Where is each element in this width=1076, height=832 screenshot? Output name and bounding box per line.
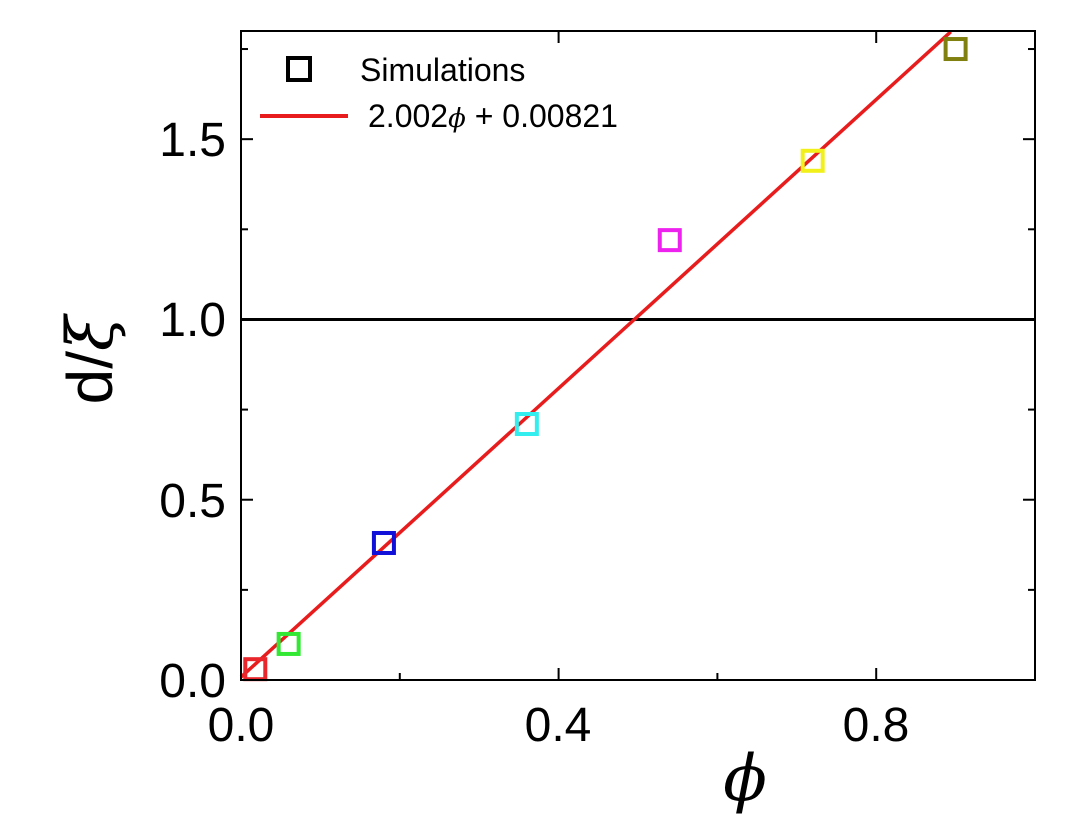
x-tick-labels: 0.0 0.4 0.8 [208,699,910,752]
legend-label-fit: 2.002ϕ + 0.00821 [368,98,618,134]
x-axis-label: ϕ [723,742,767,816]
data-point [657,228,682,253]
plot-frame [240,30,1036,681]
legend-fit-symbol: ϕ [448,104,466,134]
data-point [371,530,396,555]
x-tick-label: 0.4 [525,699,592,752]
legend-fit-coef: 2.002 [368,98,448,134]
data-point [514,412,539,437]
legend-fit-rest: + 0.00821 [466,98,618,134]
y-axis-label-symbol: ξ [54,313,128,351]
legend-marker-square [286,56,312,82]
plot-area [239,30,1036,682]
data-point [800,148,825,173]
x-tick-label: 0.0 [208,699,275,752]
y-tick-label: 0.5 [159,475,226,528]
data-point [276,631,301,656]
legend: Simulations 2.002ϕ + 0.00821 [260,52,618,134]
y-axis-label-prefix: d/ [54,351,126,405]
y-axis-label: d/ξ [54,313,128,404]
y-tick-label: 0.0 [159,655,226,708]
fit-line [239,30,953,679]
data-point [943,37,968,62]
y-tick-label: 1.0 [159,294,226,347]
x-tick-label: 0.8 [843,699,910,752]
y-tick-label: 1.5 [159,114,226,167]
y-tick-labels: 0.0 0.5 1.0 1.5 [159,114,226,708]
legend-label-simulations: Simulations [360,52,525,88]
